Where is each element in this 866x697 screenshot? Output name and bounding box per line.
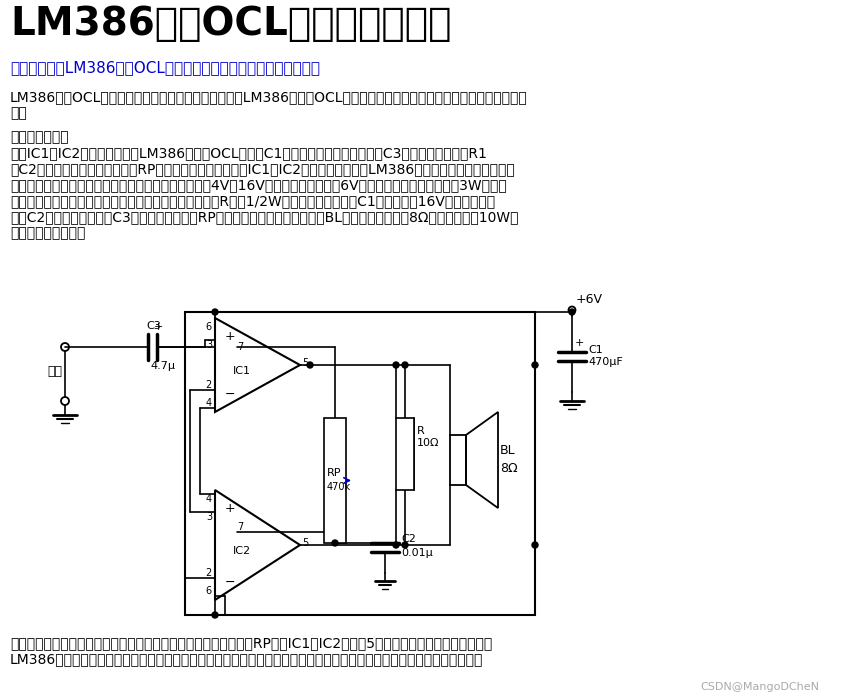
Bar xyxy=(450,435,466,485)
Text: LM386简易OCL功放电路原理图: LM386简易OCL功放电路原理图 xyxy=(10,5,451,43)
Circle shape xyxy=(402,362,408,368)
Bar xyxy=(185,312,535,615)
Text: 4: 4 xyxy=(206,398,212,408)
Text: 470μF: 470μF xyxy=(588,357,623,367)
Circle shape xyxy=(212,612,218,618)
Text: +: + xyxy=(225,502,236,514)
Text: 下的扬声器或音箱。: 下的扬声器或音箱。 xyxy=(10,226,86,240)
Text: 6: 6 xyxy=(206,322,212,332)
Text: 7: 7 xyxy=(237,522,243,532)
Text: C3: C3 xyxy=(146,321,161,331)
Text: C2: C2 xyxy=(401,534,416,544)
Text: BL: BL xyxy=(500,443,515,457)
Text: 电路工作原理：: 电路工作原理： xyxy=(10,130,68,144)
Text: 围宽、频响范围宽和外围元件少等特点。其工作电压为4V～16V，如图中工作电压为6V时，额定输出功率可以达到3W，适宜: 围宽、频响范围宽和外围元件少等特点。其工作电压为4V～16V，如图中工作电压为6… xyxy=(10,178,507,192)
Text: CSDN@MangoDCheN: CSDN@MangoDCheN xyxy=(700,682,819,692)
Circle shape xyxy=(569,309,575,315)
Circle shape xyxy=(307,362,313,368)
Text: +6V: +6V xyxy=(576,293,603,306)
Text: 6: 6 xyxy=(206,586,212,596)
Text: 3: 3 xyxy=(206,512,212,522)
Circle shape xyxy=(332,540,338,546)
Text: IC2: IC2 xyxy=(233,546,251,556)
Text: LM386外接元件少，一般情况下都可正常工作。电路可安装在自制的印刷电路板上，也可在万能印制电路板上来进行焊接。: LM386外接元件少，一般情况下都可正常工作。电路可安装在自制的印刷电路板上，也… xyxy=(10,652,483,666)
Text: 3: 3 xyxy=(206,340,212,350)
Circle shape xyxy=(532,542,538,548)
Text: 470k: 470k xyxy=(327,482,351,491)
Text: −: − xyxy=(225,388,236,401)
Text: +: + xyxy=(153,322,163,332)
Text: 5: 5 xyxy=(302,538,308,548)
Text: 10Ω: 10Ω xyxy=(417,438,440,448)
Text: 图中IC1和IC2是两片集成功放LM386，接成OCL电路。C1起到电源滤波及退耦作用，C3为输入耦合电容，R1: 图中IC1和IC2是两片集成功放LM386，接成OCL电路。C1起到电源滤波及退… xyxy=(10,146,487,160)
Text: 5: 5 xyxy=(302,358,308,368)
Circle shape xyxy=(393,542,399,548)
Text: 制。: 制。 xyxy=(10,106,27,120)
Text: 4.7μ: 4.7μ xyxy=(150,361,175,371)
Bar xyxy=(396,418,414,490)
Text: C1: C1 xyxy=(588,345,603,355)
Text: 2: 2 xyxy=(206,380,212,390)
Text: 器；C2选用聚丙烯电容，C3选用钽电解电容。RP选用有机实芯电位器。扬声器BL根据实际需要选用8Ω，额定功率在10W以: 器；C2选用聚丙烯电容，C3选用钽电解电容。RP选用有机实芯电位器。扬声器BL根… xyxy=(10,210,519,224)
Text: IC1: IC1 xyxy=(233,366,251,376)
Text: 2: 2 xyxy=(206,568,212,578)
Text: RP: RP xyxy=(327,468,341,477)
Circle shape xyxy=(212,309,218,315)
Text: +: + xyxy=(575,338,585,348)
Text: 输入: 输入 xyxy=(48,365,62,378)
Text: 和C2起到防止电路自激的功能，RP为静态平衡调节电位器。IC1和IC2选用集成功放电路LM386，具有功耗低、电压适应范: 和C2起到防止电路自激的功能，RP为静态平衡调节电位器。IC1和IC2选用集成功… xyxy=(10,162,514,176)
Text: 4: 4 xyxy=(206,494,212,504)
Text: 0.01μ: 0.01μ xyxy=(401,548,433,558)
Text: 7: 7 xyxy=(237,342,243,352)
Text: LM386简易OCL功放电路是使用低功耗集成功率放大器LM386构成的OCL放大电路，电路结构简单，容易调试，非常适于自: LM386简易OCL功放电路是使用低功耗集成功率放大器LM386构成的OCL放大… xyxy=(10,90,527,104)
Text: R: R xyxy=(417,426,424,436)
Text: 8Ω: 8Ω xyxy=(500,461,518,475)
Text: 用来推动小音箱或作为设备的语音提示及报警功放。电阻R选用1/2W金属膜电阻器。电容C1选用耐压为16V的铝电解电容: 用来推动小音箱或作为设备的语音提示及报警功放。电阻R选用1/2W金属膜电阻器。电… xyxy=(10,194,495,208)
Text: 本文主要讲了LM386简易OCL功放电路原理图，下面一起来学习一下: 本文主要讲了LM386简易OCL功放电路原理图，下面一起来学习一下 xyxy=(10,60,320,75)
Circle shape xyxy=(402,542,408,548)
Text: +: + xyxy=(225,330,236,342)
Text: −: − xyxy=(225,576,236,588)
Bar xyxy=(324,418,346,543)
Circle shape xyxy=(532,362,538,368)
Circle shape xyxy=(393,362,399,368)
Text: 制作和调试方法：电路安装完成后，将音频信号输入端接地，调整RP，使IC1和IC2的两只5脚输出直流电压相等即可。由于: 制作和调试方法：电路安装完成后，将音频信号输入端接地，调整RP，使IC1和IC2… xyxy=(10,636,492,650)
